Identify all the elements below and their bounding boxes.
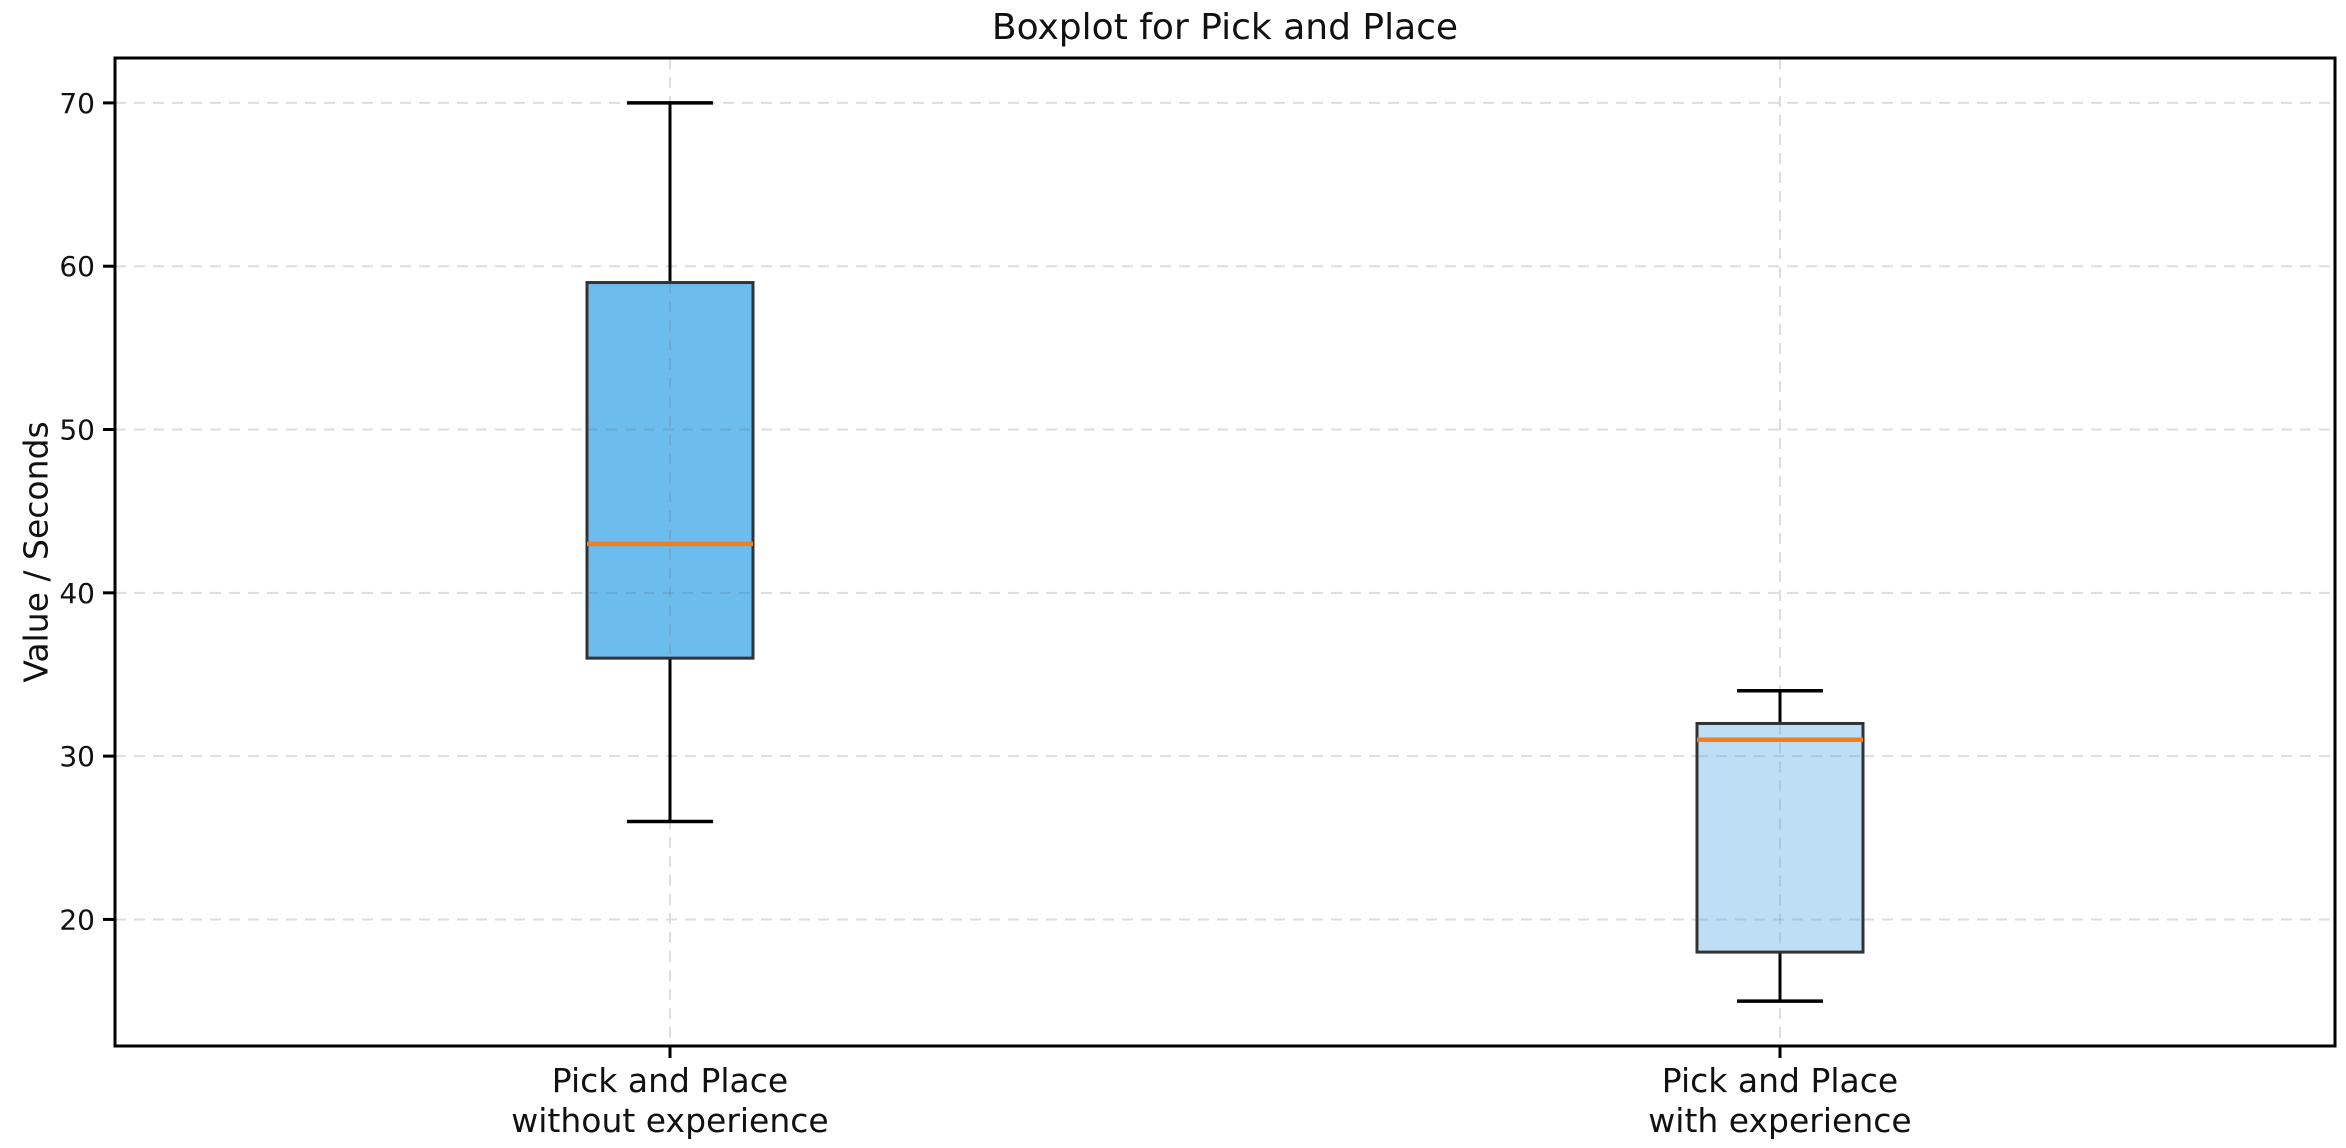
x-tick-label-0: Pick and Place without experience	[511, 1061, 828, 1140]
box-2	[1695, 689, 1865, 1003]
y-tick-label-50: 50	[59, 414, 95, 447]
y-tick-label-40: 40	[59, 577, 95, 610]
chart-title: Boxplot for Pick and Place	[991, 7, 1459, 48]
y-tick-label-20: 20	[59, 903, 95, 936]
box-rect	[585, 281, 755, 660]
x-tick-label-1: Pick and Place with experience	[1648, 1061, 1911, 1140]
box-rect	[1695, 721, 1865, 954]
y-tick-label-30: 30	[59, 740, 95, 773]
y-tick-label-70: 70	[59, 87, 95, 120]
y-tick-label-60: 60	[59, 250, 95, 283]
box-1	[585, 101, 755, 824]
axes-spines	[113, 56, 2337, 1048]
